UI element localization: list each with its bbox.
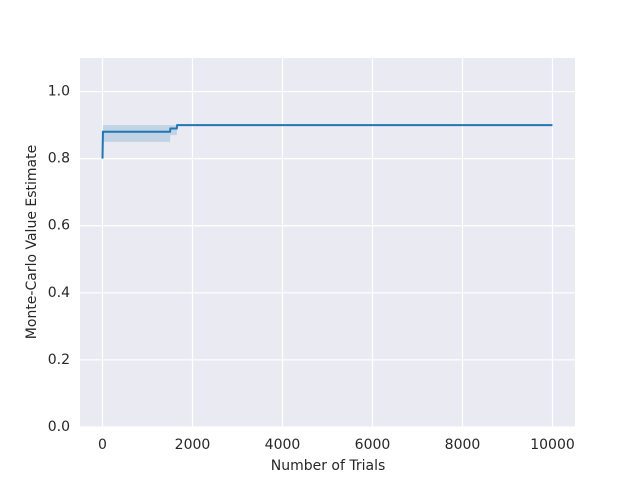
line [101, 124, 553, 159]
y-tick-label: 0.2 [48, 352, 70, 368]
y-tick-label: 0.0 [48, 419, 70, 435]
y-tick-label: 0.8 [48, 151, 70, 167]
y-tick-label: 0.6 [48, 218, 70, 234]
confidence-band [102, 125, 553, 159]
x-tick-label: 2000 [175, 437, 211, 453]
plot-area [80, 58, 575, 427]
y-tick-label: 0.4 [48, 285, 70, 301]
x-tick-label: 6000 [355, 437, 391, 453]
x-axis-label: Number of Trials [271, 458, 386, 474]
y-tick-label: 1.0 [48, 84, 70, 100]
x-tick-label: 8000 [445, 437, 481, 453]
grid [80, 58, 575, 428]
y-axis-label: Monte-Carlo Value Estimate [24, 145, 40, 339]
x-tick-label: 4000 [265, 437, 301, 453]
x-tick-label: 0 [98, 437, 107, 453]
x-tick-label: 10000 [530, 437, 575, 453]
